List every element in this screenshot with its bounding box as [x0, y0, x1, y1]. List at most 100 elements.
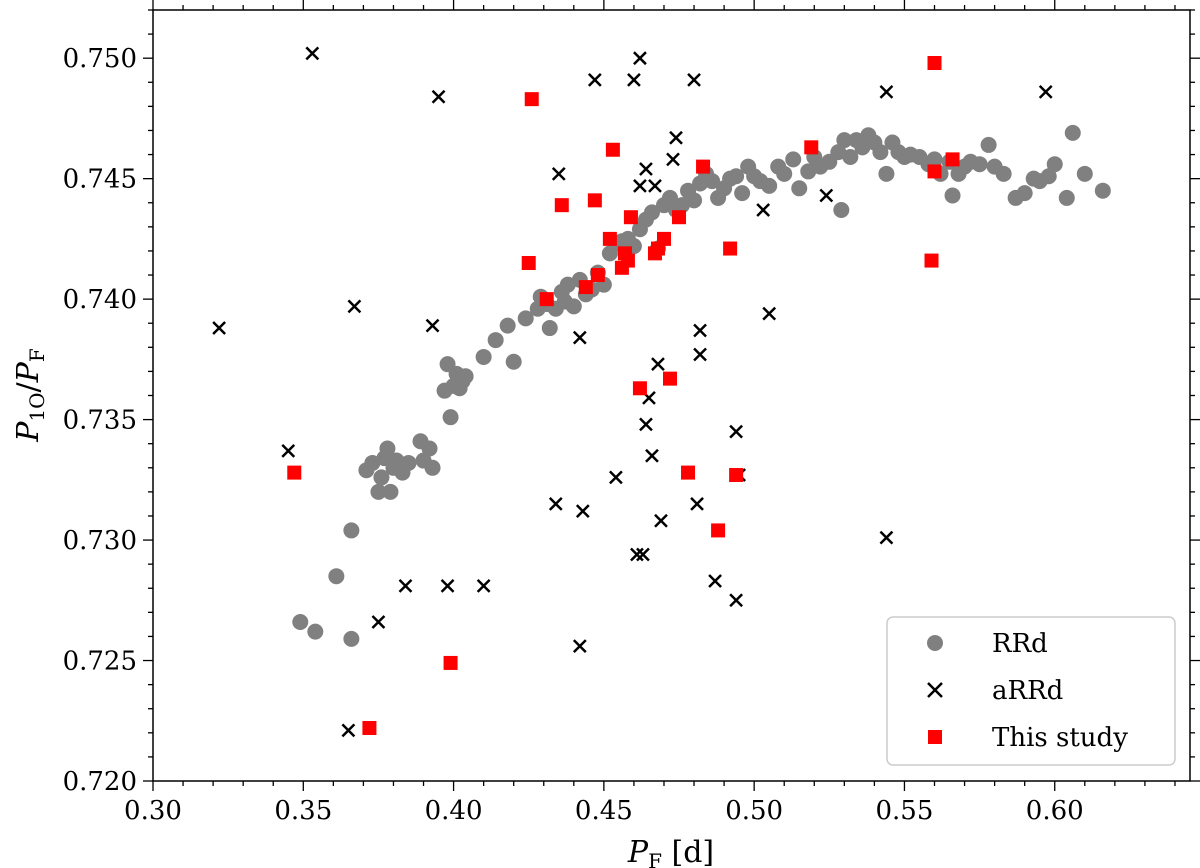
data-point: [632, 381, 647, 396]
data-point: [487, 332, 504, 349]
y-tick-label: 0.740: [63, 285, 137, 315]
data-point: [443, 655, 458, 670]
data-point: [517, 310, 534, 327]
data-point: [590, 268, 605, 283]
data-point: [554, 198, 569, 213]
data-point: [373, 469, 390, 486]
data-point: [830, 144, 847, 161]
legend-label-rrd: RRd: [992, 629, 1048, 659]
data-point: [630, 547, 644, 562]
data-point: [836, 132, 853, 149]
legend: RRd aRRd This study: [886, 616, 1176, 766]
data-point: [785, 151, 802, 168]
data-point: [776, 165, 793, 182]
data-point: [872, 144, 889, 161]
data-point: [440, 578, 455, 593]
data-point: [212, 321, 227, 335]
data-point: [1016, 185, 1033, 202]
data-point: [524, 92, 539, 107]
data-point: [620, 253, 635, 268]
data-point: [656, 231, 671, 246]
x-tick-label: 0.60: [1026, 796, 1084, 826]
data-point: [379, 440, 396, 457]
data-point: [476, 578, 491, 593]
data-point: [711, 523, 726, 538]
data-point: [636, 547, 650, 562]
data-point: [605, 142, 620, 157]
data-point: [633, 51, 647, 66]
data-point: [995, 165, 1012, 182]
data-point: [424, 459, 441, 476]
data-point: [442, 409, 459, 426]
data-point: [578, 280, 593, 295]
data-point: [559, 276, 576, 293]
data-point: [475, 348, 492, 365]
data-point: [572, 639, 587, 653]
data-point: [819, 188, 834, 203]
data-point: [687, 72, 701, 87]
data-point: [1040, 168, 1057, 185]
data-point: [926, 151, 943, 168]
data-point: [879, 85, 894, 99]
data-point: [878, 165, 895, 182]
data-point: [639, 162, 653, 176]
data-point: [927, 56, 942, 71]
x-tick-label: 0.45: [575, 796, 633, 826]
data-point: [362, 720, 377, 735]
y-tick-label: 0.750: [63, 44, 137, 74]
data-point: [382, 483, 399, 500]
legend-label-this-study: This study: [992, 723, 1128, 753]
data-point: [854, 139, 871, 156]
data-point: [575, 504, 590, 519]
data-point: [565, 298, 582, 315]
data-point: [328, 568, 345, 585]
data-point: [505, 353, 522, 370]
legend-label-arrd: aRRd: [992, 676, 1063, 706]
legend-frame: [886, 616, 1176, 766]
data-point: [980, 136, 997, 153]
data-point: [572, 330, 587, 345]
data-point: [945, 152, 960, 167]
data-point: [645, 448, 659, 463]
data-point: [400, 454, 417, 471]
data-point: [924, 253, 939, 268]
data-point: [521, 255, 536, 270]
data-point: [804, 140, 819, 155]
data-point: [639, 417, 653, 432]
x-tick-label: 0.40: [425, 796, 483, 826]
data-point: [633, 179, 647, 193]
data-point: [609, 470, 623, 485]
y-tick-label: 0.735: [63, 406, 137, 436]
data-point: [704, 173, 721, 190]
data-point: [431, 89, 446, 104]
data-point: [1076, 165, 1093, 182]
y-axis-label: P1O/PF: [11, 348, 49, 443]
data-point: [305, 46, 320, 61]
data-point: [662, 371, 677, 386]
y-tick-label: 0.745: [63, 165, 137, 195]
data-point: [761, 177, 778, 194]
data-point: [879, 530, 894, 545]
data-point: [927, 164, 942, 179]
data-point: [690, 497, 704, 511]
data-point: [944, 187, 961, 204]
axis-ticks: 0.30 0.35 0.40 0.45 0.50 0.55 0.60 0.720 0.725 0.…: [63, 0, 1200, 826]
series-rrd: [292, 124, 1111, 647]
y-tick-label: 0.725: [63, 647, 137, 677]
data-point: [669, 130, 683, 145]
data-point: [708, 574, 722, 588]
x-tick-label: 0.50: [725, 796, 783, 826]
data-point: [541, 320, 558, 337]
data-point: [729, 593, 744, 608]
data-point: [1058, 189, 1075, 206]
data-point: [281, 444, 296, 458]
data-point: [370, 483, 387, 500]
data-point: [1064, 124, 1081, 141]
data-point: [654, 513, 668, 528]
y-tick-label: 0.720: [63, 767, 137, 797]
data-point: [686, 192, 703, 209]
data-point: [341, 723, 356, 738]
data-point: [539, 292, 554, 307]
data-point: [693, 347, 707, 362]
